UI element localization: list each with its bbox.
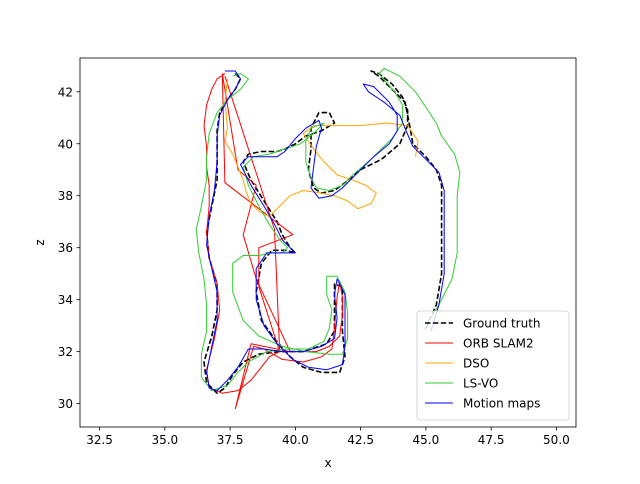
x-tick-label: 42.5 [347,433,374,447]
series-line-4 [206,70,445,392]
legend-label-0: Ground truth [463,317,541,331]
x-axis-label: x [324,456,331,470]
x-tick-label: 32.5 [86,433,113,447]
y-tick-label: 30 [58,397,73,411]
y-tick-label: 40 [58,137,73,151]
legend-label-2: DSO [463,357,489,371]
series-line-2 [224,78,419,217]
y-axis-label: z [33,239,47,245]
legend-label-3: LS-VO [463,377,498,391]
legend: Ground truth ORB SLAM2 DSO LS-VO Motion maps [416,310,570,421]
x-tick-label: 50.0 [543,433,570,447]
legend-label-4: Motion maps [463,397,540,411]
y-tick-label: 42 [58,85,73,99]
y-axis-ticks: 30 32 34 36 38 40 42 [58,85,80,411]
series-line-3 [195,67,461,392]
y-tick-label: 38 [58,189,73,203]
x-axis-ticks: 32.5 35.0 37.5 40.0 42.5 45.0 47.5 50.0 [86,427,570,447]
x-tick-label: 47.5 [478,433,505,447]
x-tick-label: 40.0 [282,433,309,447]
x-tick-label: 35.0 [151,433,178,447]
legend-box [416,310,570,421]
x-tick-label: 37.5 [217,433,244,447]
x-tick-label: 45.0 [413,433,440,447]
plot-frame [79,57,577,428]
y-tick-label: 32 [58,345,73,359]
y-tick-label: 36 [58,241,73,255]
y-tick-label: 34 [58,293,73,307]
series-layer [195,67,461,410]
legend-label-1: ORB SLAM2 [463,337,534,351]
